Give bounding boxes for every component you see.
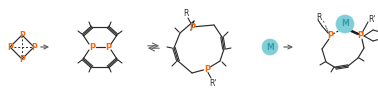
Text: P: P: [189, 22, 195, 31]
Text: P: P: [7, 42, 13, 52]
Text: R': R': [209, 78, 217, 88]
Circle shape: [262, 39, 278, 55]
Text: P: P: [19, 55, 25, 64]
Text: M: M: [341, 19, 349, 28]
Text: M: M: [266, 42, 274, 52]
Text: R: R: [316, 14, 322, 22]
Text: P: P: [204, 64, 210, 74]
Circle shape: [336, 15, 354, 33]
Text: R': R': [368, 14, 376, 24]
Text: R: R: [183, 8, 189, 17]
Text: P: P: [105, 42, 111, 52]
Text: P: P: [89, 42, 95, 52]
Text: P: P: [357, 31, 363, 41]
Text: P: P: [31, 42, 37, 52]
Text: P: P: [327, 31, 333, 41]
Text: P: P: [19, 30, 25, 39]
